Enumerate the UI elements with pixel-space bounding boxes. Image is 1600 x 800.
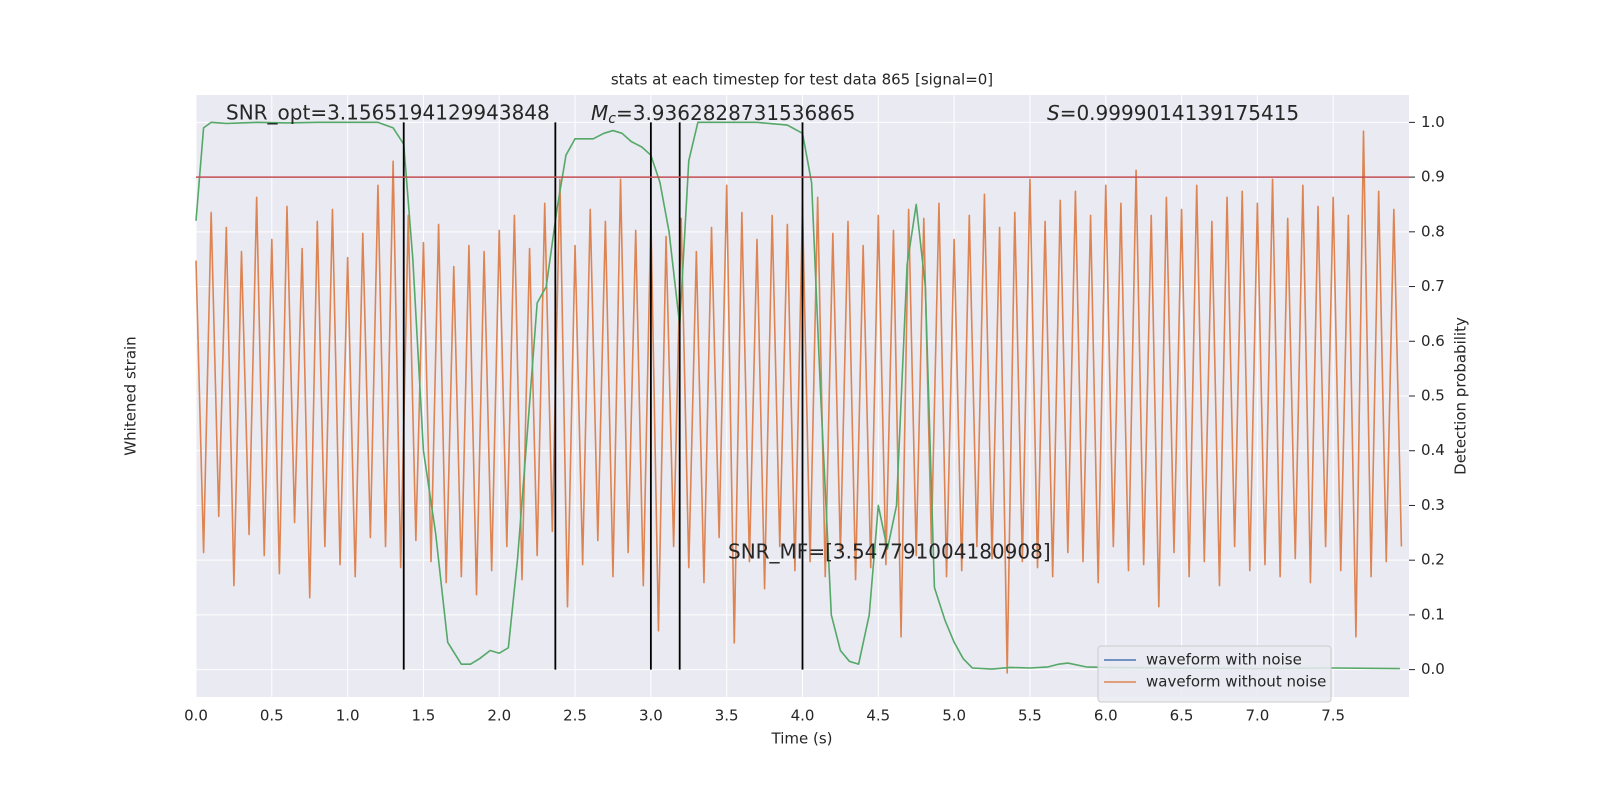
- series-line: [195, 121, 1400, 670]
- annotation-symbol: M: [591, 101, 608, 125]
- x-tick-label: 6.5: [1170, 707, 1194, 725]
- y2-tick-label: 0.0: [1421, 660, 1445, 678]
- x-tick-label: 7.0: [1245, 707, 1269, 725]
- x-tick-label: 4.5: [866, 707, 890, 725]
- x-tick-label: 6.0: [1094, 707, 1118, 725]
- annotation-text: =3.9362828731536865: [616, 101, 855, 125]
- x-tick-label: 4.0: [791, 707, 815, 725]
- annotation-subscript: c: [608, 111, 616, 127]
- y2-tick-label: 0.3: [1421, 496, 1445, 514]
- annotation-symbol: S: [1047, 101, 1060, 125]
- x-axis-label: Time (s): [771, 730, 833, 748]
- x-tick-label: 7.5: [1321, 707, 1345, 725]
- marks: [195, 121, 1409, 674]
- y2-tick-label: 0.1: [1421, 605, 1445, 623]
- x-tick-label: 5.5: [1018, 707, 1042, 725]
- x-tick-label: 1.0: [336, 707, 360, 725]
- x-tick-label: 2.5: [563, 707, 587, 725]
- y2-tick-label: 0.7: [1421, 277, 1445, 295]
- y2-tick-label: 0.5: [1421, 387, 1445, 405]
- annotation-text: =0.9999014139175415: [1060, 101, 1299, 125]
- x-tick-label: 1.5: [412, 707, 436, 725]
- y2-tick-label: 0.9: [1421, 168, 1445, 186]
- x-tick-label: 3.0: [639, 707, 663, 725]
- x-tick-label: 0.5: [260, 707, 284, 725]
- legend-label: waveform without noise: [1146, 673, 1326, 691]
- x-tick-label: 3.5: [715, 707, 739, 725]
- annotation: SNR_opt=3.1565194129943848: [226, 101, 550, 125]
- legend-box: [1097, 645, 1332, 703]
- x-tick-label: 2.0: [487, 707, 511, 725]
- y2-tick-label: 0.6: [1421, 332, 1445, 350]
- y-axis-label: Whitened strain: [122, 336, 140, 455]
- annotation: S=0.9999014139175415: [1047, 101, 1299, 125]
- annotation: SNR_MF=[3.547791004180908]: [728, 540, 1051, 564]
- y2-axis-label: Detection probability: [1452, 317, 1470, 475]
- x-tick-label: 5.0: [942, 707, 966, 725]
- annotation: Mc=3.9362828731536865: [591, 101, 855, 128]
- legend-label: waveform with noise: [1146, 651, 1302, 669]
- y2-tick-label: 1.0: [1421, 113, 1445, 131]
- legend: waveform with noise waveform without nois…: [1097, 645, 1332, 703]
- y2-tick-label: 0.4: [1421, 441, 1445, 459]
- y2-tick-label: 0.2: [1421, 551, 1445, 569]
- series-line: [195, 130, 1403, 674]
- x-tick-label: 0.0: [184, 707, 208, 725]
- y2-tick-label: 0.8: [1421, 222, 1445, 240]
- chart-title: stats at each timestep for test data 865…: [611, 71, 993, 89]
